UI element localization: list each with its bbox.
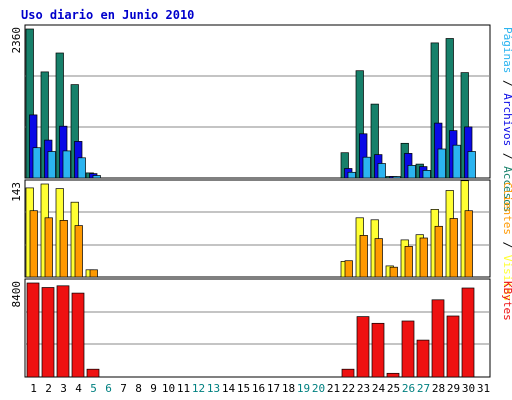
side-label-hits: Páginas / Archivos / Accesos [501,27,512,212]
bar-clientes-day-22 [344,260,353,278]
xtick-label-day-14: 14 [222,382,236,395]
xtick-label-day-19: 19 [297,382,310,395]
bar-páginas-day-1 [32,147,41,179]
bar-clientes-day-3 [59,220,68,278]
panel-frame-hits [24,24,491,179]
bar-kbytes-day-30 [461,287,475,378]
xtick-label-day-23: 23 [357,382,370,395]
side-label-part: Archivos [501,93,512,146]
bar-páginas-day-24 [377,163,386,179]
xtick-label-day-10: 10 [162,382,175,395]
side-label-part: / [501,146,512,166]
bar-clientes-day-29 [449,218,458,278]
xtick-label-day-11: 11 [177,382,190,395]
bar-kbytes-day-1 [26,282,40,378]
bar-kbytes-day-22 [341,368,355,378]
ytick-label-hits: 2360 [10,27,23,54]
bar-páginas-day-4 [77,157,86,179]
xtick-label-day-12: 12 [192,382,205,395]
bar-clientes-day-28 [434,225,443,278]
bar-clientes-day-24 [374,238,383,278]
side-label-part: / [501,73,512,93]
side-label-part: Visitas [501,255,512,301]
chart-title: Uso diario en Junio 2010 [21,8,194,22]
ytick-label-visits: 143 [10,182,23,202]
xtick-label-day-16: 16 [252,382,265,395]
bar-clientes-day-25 [389,266,398,278]
side-label-visits: Clientes / Visitas [501,182,512,301]
bar-páginas-day-28 [437,148,446,179]
bar-páginas-day-5 [92,175,101,179]
xtick-label-day-29: 29 [447,382,460,395]
side-label-kbytes: KBytes [501,281,512,321]
bar-kbytes-day-3 [56,285,70,378]
side-label-part: Accesos [501,166,512,212]
bar-kbytes-day-26 [401,320,415,378]
xtick-label-day-15: 15 [237,382,250,395]
xtick-label-day-7: 7 [120,382,127,395]
xtick-label-day-3: 3 [60,382,67,395]
bar-clientes-day-26 [404,246,413,278]
xtick-label-day-27: 27 [417,382,430,395]
bar-kbytes-day-2 [41,287,55,378]
bar-páginas-day-26 [407,165,416,179]
bar-clientes-day-5 [89,269,98,278]
bar-páginas-day-25 [392,176,401,179]
bar-páginas-day-27 [422,170,431,179]
xtick-label-day-2: 2 [45,382,52,395]
bar-kbytes-day-24 [371,322,385,378]
bar-páginas-day-22 [347,171,356,179]
bar-clientes-day-4 [74,225,83,278]
xtick-label-day-4: 4 [75,382,82,395]
xtick-label-day-5: 5 [90,382,97,395]
bar-páginas-day-30 [467,151,476,179]
side-label-part: KBytes [501,281,512,321]
bar-clientes-day-27 [419,237,428,278]
bar-kbytes-day-5 [86,368,100,378]
bar-kbytes-day-4 [71,292,85,378]
xtick-label-day-1: 1 [30,382,37,395]
xtick-label-day-13: 13 [207,382,220,395]
ytick-label-kbytes: 8400 [10,281,23,308]
bar-kbytes-day-29 [446,315,460,378]
side-label-part: Páginas [501,27,512,73]
xtick-label-day-28: 28 [432,382,445,395]
bar-páginas-day-29 [452,144,461,179]
xtick-label-day-30: 30 [462,382,475,395]
bar-páginas-day-3 [62,150,71,179]
xtick-label-day-8: 8 [135,382,142,395]
xtick-label-day-22: 22 [342,382,355,395]
bar-clientes-day-23 [359,235,368,278]
xtick-label-day-26: 26 [402,382,415,395]
xtick-label-day-31: 31 [477,382,490,395]
xtick-label-day-21: 21 [327,382,340,395]
bar-kbytes-day-25 [386,372,400,378]
xtick-label-day-9: 9 [150,382,157,395]
xtick-label-day-6: 6 [105,382,112,395]
xtick-label-day-17: 17 [267,382,280,395]
bar-kbytes-day-27 [416,339,430,378]
bar-kbytes-day-23 [356,316,370,378]
bar-clientes-day-1 [29,210,38,278]
xtick-label-day-24: 24 [372,382,386,395]
bar-páginas-day-23 [362,156,371,179]
xtick-label-day-25: 25 [387,382,400,395]
bar-páginas-day-2 [47,151,56,179]
xtick-label-day-20: 20 [312,382,325,395]
side-label-part: / [501,235,512,255]
bar-clientes-day-30 [464,210,473,278]
bar-kbytes-day-28 [431,299,445,378]
side-label-part: Clientes [501,182,512,235]
bar-clientes-day-2 [44,217,53,278]
xtick-label-day-18: 18 [282,382,295,395]
